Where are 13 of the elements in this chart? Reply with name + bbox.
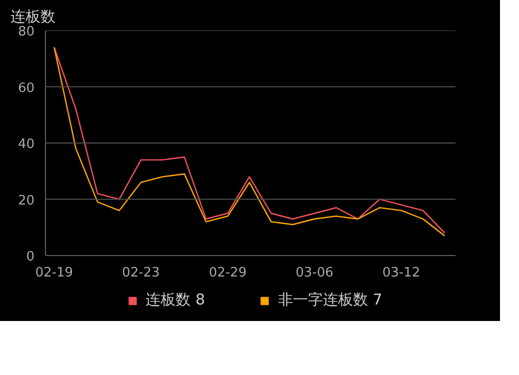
x-tick-label: 03-06 — [296, 266, 334, 280]
y-tick-label: 80 — [18, 24, 35, 40]
chart-title: 连板数 — [10, 8, 56, 26]
x-tick-label: 02-23 — [122, 266, 160, 280]
x-tick-label: 03-12 — [382, 266, 420, 280]
legend-label: 非一字连板数 7 — [278, 290, 382, 310]
y-tick-label: 20 — [18, 193, 35, 208]
x-tick-label: 02-19 — [35, 266, 74, 280]
y-tick-label: 60 — [18, 80, 35, 96]
x-tick-label: 02-29 — [208, 266, 247, 280]
legend-label: 连板数 8 — [146, 290, 205, 310]
y-tick-label: 40 — [18, 137, 35, 152]
y-tick-label: 0 — [26, 250, 35, 264]
